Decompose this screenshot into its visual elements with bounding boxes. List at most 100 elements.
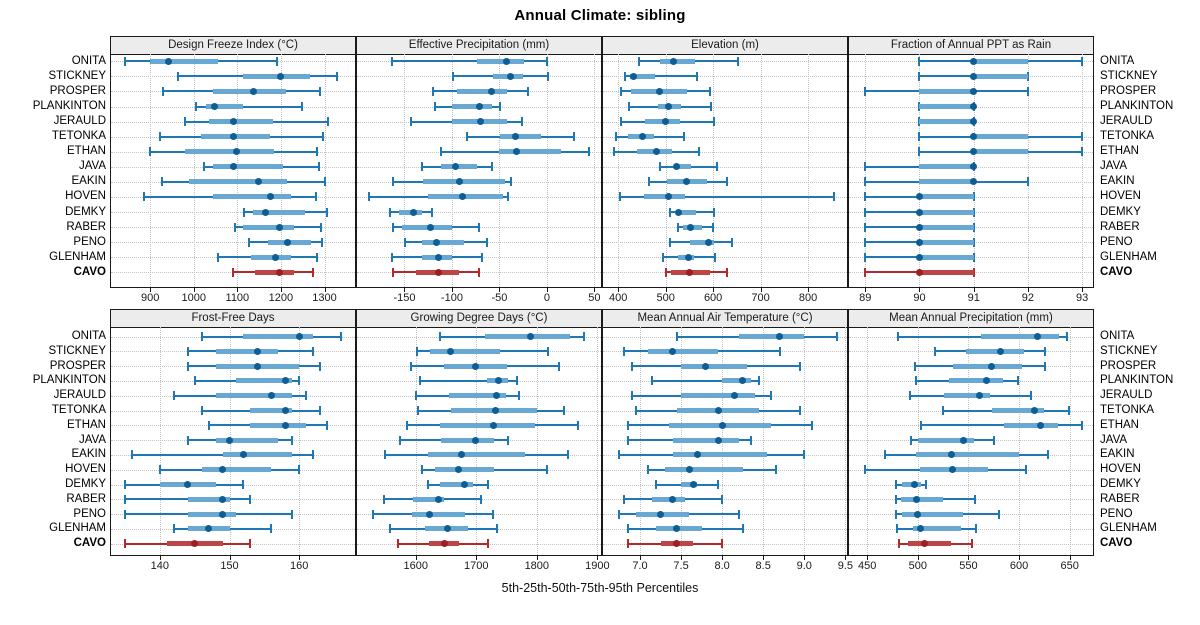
median-dot xyxy=(262,208,270,216)
median-dot xyxy=(730,392,738,400)
row-guide xyxy=(603,91,847,93)
median-dot xyxy=(283,238,291,246)
panel-header: Fraction of Annual PPT as Rain xyxy=(849,37,1093,55)
station-label-left: PLANKINTON xyxy=(32,100,106,112)
median-dot xyxy=(276,223,284,231)
station-label-right: CAVO xyxy=(1100,537,1133,550)
whisker-cap-95th xyxy=(546,346,549,356)
iqr-band-25th-75th xyxy=(689,239,714,245)
whisker-cap-5th xyxy=(420,465,423,475)
axis-tick-label: 1800 xyxy=(524,560,550,572)
station-label-left: PROSPER xyxy=(49,84,106,97)
whisker-cap-5th xyxy=(630,361,633,371)
axis-tick-label: 7.5 xyxy=(673,560,689,572)
iqr-band-25th-75th xyxy=(439,422,535,428)
iqr-band-25th-75th xyxy=(456,88,507,94)
whisker-cap-5th xyxy=(914,376,917,386)
row-guide xyxy=(603,151,847,153)
whisker-cap-95th xyxy=(335,71,338,81)
axis-tick-label: 91 xyxy=(967,292,980,304)
whisker-cap-95th xyxy=(992,435,995,445)
axis-tick xyxy=(415,556,417,560)
median-dot xyxy=(494,377,502,385)
whisker-cap-95th xyxy=(721,539,724,549)
whisker-cap-5th xyxy=(626,524,629,534)
whisker-cap-5th xyxy=(895,524,898,534)
median-dot xyxy=(219,466,227,474)
axis-tick-label: 0 xyxy=(543,292,550,304)
axis-tick-label: 400 xyxy=(609,292,628,304)
whisker-cap-5th xyxy=(619,86,622,96)
median-dot xyxy=(219,495,227,503)
median-dot xyxy=(638,133,646,141)
whisker-cap-5th xyxy=(897,539,900,549)
median-dot xyxy=(1030,407,1038,414)
station-label-left: CAVO xyxy=(73,265,106,278)
axis-tick xyxy=(639,556,641,560)
gridline xyxy=(713,54,715,287)
axis-tick xyxy=(867,556,869,560)
median-dot xyxy=(914,510,922,518)
whisker-cap-95th xyxy=(1081,147,1084,157)
whisker-cap-95th xyxy=(319,86,322,96)
median-dot xyxy=(970,87,978,95)
whisker-5th-95th xyxy=(625,75,697,78)
station-label-left: ONITA xyxy=(71,54,106,67)
median-dot xyxy=(948,466,956,474)
iqr-band-25th-75th xyxy=(919,254,974,260)
whisker-cap-5th xyxy=(420,162,423,172)
median-dot xyxy=(425,510,433,518)
whisker-cap-5th xyxy=(148,147,151,157)
iqr-band-25th-75th xyxy=(648,348,718,354)
whisker-cap-95th xyxy=(242,480,245,489)
median-dot xyxy=(447,347,455,355)
median-dot xyxy=(685,268,693,276)
median-dot xyxy=(915,193,923,201)
axis-tick-label: 9.0 xyxy=(796,560,812,572)
whisker-cap-95th xyxy=(509,177,512,187)
station-label-right: TETONKA xyxy=(1100,130,1155,143)
whisker-cap-95th xyxy=(717,480,720,489)
iqr-band-25th-75th xyxy=(901,511,964,517)
axis-tick-label: 800 xyxy=(798,292,818,304)
whisker-cap-5th xyxy=(160,177,163,187)
whisker-cap-95th xyxy=(811,420,814,430)
iqr-band-25th-75th xyxy=(205,104,244,109)
median-dot xyxy=(229,118,237,126)
whisker-5th-95th xyxy=(920,424,1082,427)
whisker-cap-95th xyxy=(972,192,975,202)
median-dot xyxy=(276,268,284,276)
iqr-band-25th-75th xyxy=(973,73,1028,79)
whisker-cap-5th xyxy=(896,332,899,341)
median-dot xyxy=(739,377,747,385)
whisker-cap-5th xyxy=(186,361,189,371)
median-dot xyxy=(915,253,923,261)
whisker-cap-5th xyxy=(162,86,165,96)
whisker-cap-95th xyxy=(737,56,740,66)
median-dot xyxy=(184,481,192,488)
axis-tick-label: 50 xyxy=(588,292,601,304)
row-guide xyxy=(111,227,355,229)
whisker-cap-5th xyxy=(864,177,867,187)
whisker-cap-95th xyxy=(521,117,524,127)
gridline xyxy=(919,54,921,287)
iqr-band-25th-75th xyxy=(215,393,293,399)
median-dot xyxy=(657,510,664,518)
whisker-cap-95th xyxy=(315,192,318,202)
iqr-band-25th-75th xyxy=(440,437,495,443)
whisker-cap-5th xyxy=(622,346,625,356)
whisker-cap-5th xyxy=(894,494,897,504)
iqr-band-25th-75th xyxy=(1003,422,1058,428)
whisker-cap-95th xyxy=(326,117,329,127)
iqr-band-25th-75th xyxy=(980,334,1059,339)
row-guide xyxy=(603,106,847,108)
iqr-band-25th-75th xyxy=(243,224,295,230)
whisker-cap-95th xyxy=(490,162,493,172)
median-dot xyxy=(281,421,289,429)
whisker-cap-95th xyxy=(249,494,252,504)
whisker-cap-95th xyxy=(477,222,480,232)
whisker-cap-5th xyxy=(664,267,667,277)
axis-tick xyxy=(280,288,282,292)
median-dot xyxy=(211,103,219,110)
iqr-band-25th-75th xyxy=(722,378,751,384)
